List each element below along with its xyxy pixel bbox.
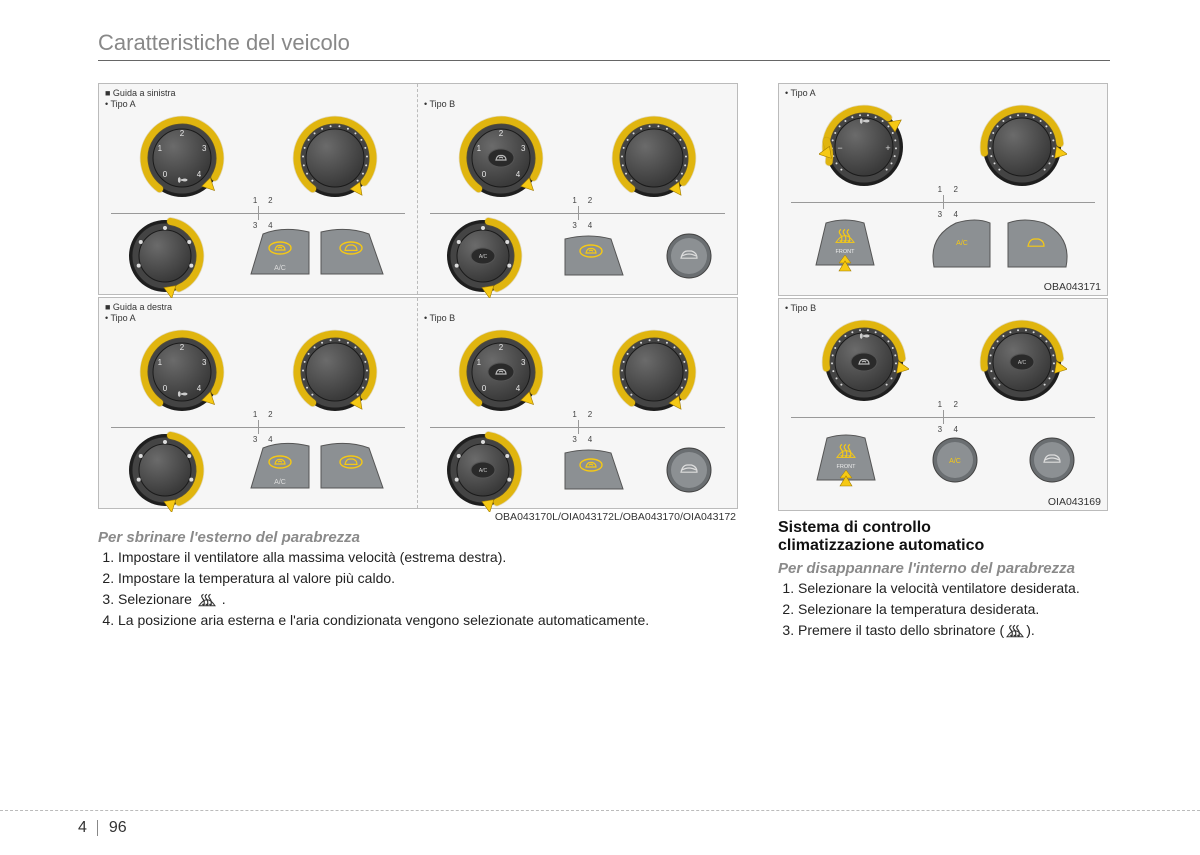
dial-mode-ac: A/C: [441, 428, 525, 512]
right-title: Sistema di controllo climatizzazione aut…: [778, 519, 1108, 556]
panel-right-a: ■ Guida a destra • Tipo A 01234 1 2 3 4: [99, 298, 418, 508]
list-item: Selezionare la temperatura desiderata.: [798, 600, 1108, 619]
ac-recirc-trapezoids: A/C: [243, 440, 393, 500]
list-item: Premere il tasto dello sbrinatore ().: [798, 621, 1108, 640]
ac-recirc-trapezoids: A/C: [243, 226, 393, 286]
quad-div: 1 2 3 4: [105, 206, 411, 220]
svg-text:3: 3: [521, 358, 526, 367]
dial-mode: [123, 214, 207, 298]
dial-fan-number: 0 1 2 3 4: [137, 113, 227, 203]
recirc-round-button: [664, 445, 714, 495]
dial-auto-fan-center: [819, 317, 909, 407]
dial-auto-fan: −+: [819, 102, 909, 192]
svg-text:1: 1: [157, 358, 162, 367]
right-subtitle: Per disappannare l'interno del parabrezz…: [778, 560, 1108, 577]
dial-temp: [290, 113, 380, 203]
svg-text:A/C: A/C: [479, 468, 488, 474]
panel-right-b: • Tipo B 01234 1 2 3 4 A/C: [418, 298, 737, 508]
label-tipoA: • Tipo A: [105, 99, 411, 110]
front-defrost-button: FRONT: [808, 217, 882, 273]
svg-text:1: 1: [476, 358, 481, 367]
svg-text:0: 0: [162, 170, 167, 179]
svg-text:A/C: A/C: [479, 254, 488, 260]
list-item: La posizione aria esterna e l'aria condi…: [118, 611, 738, 630]
list-item: Impostare il ventilatore alla massima ve…: [118, 548, 738, 567]
svg-text:3: 3: [201, 358, 206, 367]
dial-fan-center: 0 1 2 3 4: [456, 327, 546, 417]
svg-text:A/C: A/C: [1018, 360, 1027, 366]
recirc-round-button: [1027, 435, 1077, 485]
dial-mode: [123, 428, 207, 512]
recirc-trapezoid: [559, 445, 629, 495]
panel-guide-left: ■ Guida a sinistra • Tipo A 0 1 2 3 4 1 2 3 …: [98, 83, 738, 295]
svg-text:4: 4: [196, 170, 201, 179]
dial-auto-temp: [977, 102, 1067, 192]
ac-round-button: A/C: [930, 435, 980, 485]
panel-auto-a: • Tipo A −+ 1 2 3 4 FRONT A/C: [778, 83, 1108, 296]
svg-text:FRONT: FRONT: [836, 249, 856, 255]
svg-text:1: 1: [157, 144, 162, 153]
content: ■ Guida a sinistra • Tipo A 0 1 2 3 4 1 2 3 …: [98, 83, 1110, 641]
svg-text:3: 3: [521, 144, 526, 153]
label-tipoB: • Tipo B: [424, 99, 731, 110]
svg-text:4: 4: [515, 384, 520, 393]
panel-left-b: • Tipo B 0 1 2 3 4 1 2 3 4: [418, 84, 737, 294]
label-guide-left: ■ Guida a sinistra: [105, 88, 411, 99]
figure-code-r1: OBA043171: [785, 281, 1101, 293]
quad-div: 1 2 3 4: [424, 206, 731, 220]
list-item: Impostare la temperatura al valore più c…: [118, 569, 738, 588]
dial-temp: [609, 327, 699, 417]
svg-text:0: 0: [482, 170, 487, 179]
svg-text:−: −: [837, 143, 842, 153]
svg-text:A/C: A/C: [949, 458, 961, 465]
dial-auto-temp-ac: A/C: [977, 317, 1067, 407]
page-number: 96: [109, 819, 127, 836]
header-rule: [98, 60, 1110, 61]
figure-code-r2: OIA043169: [785, 496, 1101, 508]
col-right: • Tipo A −+ 1 2 3 4 FRONT A/C: [778, 83, 1108, 641]
defrost-icon: [1004, 624, 1026, 638]
svg-text:3: 3: [201, 144, 206, 153]
footer: 4 96: [0, 810, 1200, 837]
label-guide-right: ■ Guida a destra: [105, 302, 411, 313]
recirc-round-button: [664, 231, 714, 281]
svg-text:0: 0: [162, 384, 167, 393]
panel-left-a: ■ Guida a sinistra • Tipo A 0 1 2 3 4 1 2 3 …: [99, 84, 418, 294]
defrost-icon: [196, 593, 218, 607]
dial-temp: [290, 327, 380, 417]
svg-text:4: 4: [196, 384, 201, 393]
left-list: Impostare il ventilatore alla massima ve…: [98, 548, 738, 630]
front-defrost-button: FRONT: [809, 432, 883, 488]
ac-recirc-curved: A/C: [928, 217, 1078, 273]
list-item: Selezionare .: [118, 590, 738, 609]
page-title: Caratteristiche del veicolo: [98, 30, 1110, 56]
figure-code-left: OBA043170L/OIA043172L/OBA043170/OIA04317…: [98, 511, 736, 523]
recirc-trapezoid: [559, 231, 629, 281]
svg-text:1: 1: [476, 144, 481, 153]
left-subtitle: Per sbrinare l'esterno del parabrezza: [98, 529, 738, 546]
dial-fan-center: 0 1 2 3 4: [456, 113, 546, 203]
svg-text:+: +: [885, 143, 890, 153]
svg-text:2: 2: [179, 343, 184, 352]
chapter-number: 4: [78, 819, 87, 836]
svg-text:FRONT: FRONT: [836, 464, 856, 470]
svg-text:2: 2: [499, 129, 504, 138]
panel-guide-right: ■ Guida a destra • Tipo A 01234 1 2 3 4: [98, 297, 738, 509]
dial-fan-number: 0 1 2 3 4: [137, 327, 227, 417]
dial-temp: [609, 113, 699, 203]
svg-text:A/C: A/C: [956, 240, 968, 247]
svg-text:2: 2: [179, 129, 184, 138]
right-list: Selezionare la velocità ventilatore desi…: [778, 579, 1108, 640]
svg-text:A/C: A/C: [274, 479, 286, 486]
panel-auto-b: • Tipo B A/C 1 2 3 4 FRONT A/C: [778, 298, 1108, 511]
svg-text:4: 4: [515, 170, 520, 179]
svg-text:A/C: A/C: [274, 265, 286, 272]
dial-mode-ac: A/C: [441, 214, 525, 298]
list-item: Selezionare la velocità ventilatore desi…: [798, 579, 1108, 598]
svg-text:2: 2: [499, 343, 504, 352]
col-left: ■ Guida a sinistra • Tipo A 0 1 2 3 4 1 2 3 …: [98, 83, 738, 641]
svg-text:0: 0: [482, 384, 487, 393]
